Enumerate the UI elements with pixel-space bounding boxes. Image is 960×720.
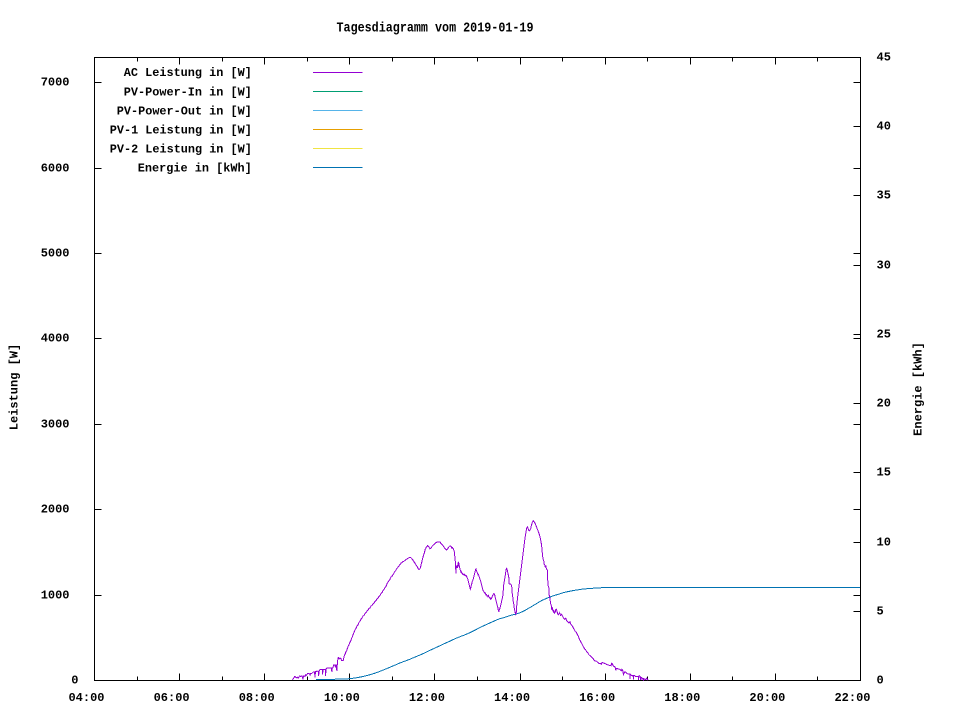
svg-text:0: 0	[877, 673, 884, 687]
svg-text:Tagesdiagramm vom 2019-01-19: Tagesdiagramm vom 2019-01-19	[337, 21, 534, 37]
svg-text:7000: 7000	[41, 75, 70, 89]
svg-text:18:00: 18:00	[664, 691, 700, 705]
svg-text:20: 20	[877, 396, 891, 410]
svg-text:08:00: 08:00	[239, 691, 275, 705]
svg-text:14:00: 14:00	[494, 691, 530, 705]
svg-text:35: 35	[877, 188, 891, 202]
svg-text:6000: 6000	[41, 161, 70, 175]
svg-text:4000: 4000	[41, 331, 70, 345]
svg-text:Energie in [kWh]: Energie in [kWh]	[138, 162, 252, 176]
svg-text:2000: 2000	[41, 502, 70, 516]
svg-text:15: 15	[877, 465, 891, 479]
svg-text:30: 30	[877, 258, 891, 272]
svg-text:PV-2 Leistung in [W]: PV-2 Leistung in [W]	[110, 143, 252, 157]
svg-text:16:00: 16:00	[579, 691, 615, 705]
svg-text:5: 5	[877, 604, 884, 618]
svg-text:1000: 1000	[41, 588, 70, 602]
svg-text:10:00: 10:00	[324, 691, 360, 705]
svg-text:PV-1 Leistung in [W]: PV-1 Leistung in [W]	[110, 124, 252, 138]
svg-text:40: 40	[877, 119, 891, 133]
svg-text:3000: 3000	[41, 417, 70, 431]
svg-text:20:00: 20:00	[749, 691, 785, 705]
svg-text:25: 25	[877, 327, 891, 341]
svg-text:06:00: 06:00	[154, 691, 190, 705]
svg-text:5000: 5000	[41, 246, 70, 260]
svg-text:04:00: 04:00	[68, 691, 104, 705]
svg-text:Leistung [W]: Leistung [W]	[8, 344, 22, 430]
svg-text:PV-Power-In in [W]: PV-Power-In in [W]	[124, 85, 252, 99]
svg-text:AC Leistung in [W]: AC Leistung in [W]	[124, 66, 252, 80]
svg-text:22:00: 22:00	[834, 691, 870, 705]
svg-text:45: 45	[877, 50, 891, 64]
svg-text:10: 10	[877, 535, 891, 549]
svg-text:0: 0	[71, 673, 78, 687]
svg-text:Energie [kWh]: Energie [kWh]	[912, 342, 926, 436]
svg-text:PV-Power-Out in [W]: PV-Power-Out in [W]	[117, 104, 252, 118]
svg-text:12:00: 12:00	[409, 691, 445, 705]
